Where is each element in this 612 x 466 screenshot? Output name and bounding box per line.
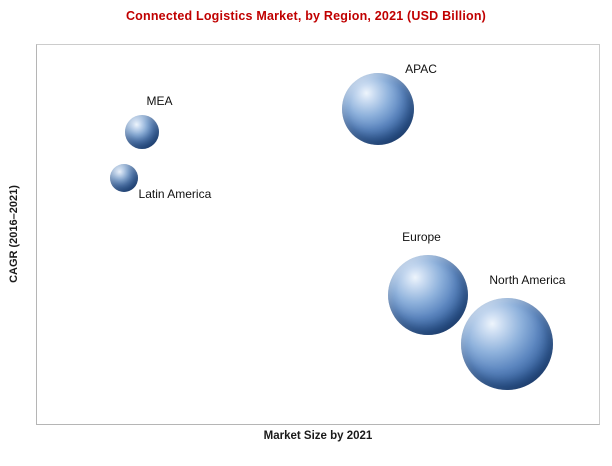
bubble-label-latin-america: Latin America <box>138 186 212 201</box>
y-axis-label: CAGR (2016–2021) <box>8 185 20 283</box>
bubble-europe <box>388 255 469 336</box>
x-axis-label: Market Size by 2021 <box>263 430 373 442</box>
bubble-label-mea: MEA <box>146 94 173 109</box>
bubble-label-north-america: North America <box>489 273 566 288</box>
chart-title: Connected Logistics Market, by Region, 2… <box>125 9 487 23</box>
bubble-north-america <box>461 298 554 391</box>
bubble-mea <box>124 115 159 150</box>
plot-area: MEA Latin America APAC Europe North America <box>36 44 600 425</box>
bubble-latin-america <box>109 163 138 192</box>
bubble-label-apac: APAC <box>405 62 437 77</box>
bubble-apac <box>342 73 415 146</box>
bubble-label-europe: Europe <box>402 230 441 245</box>
